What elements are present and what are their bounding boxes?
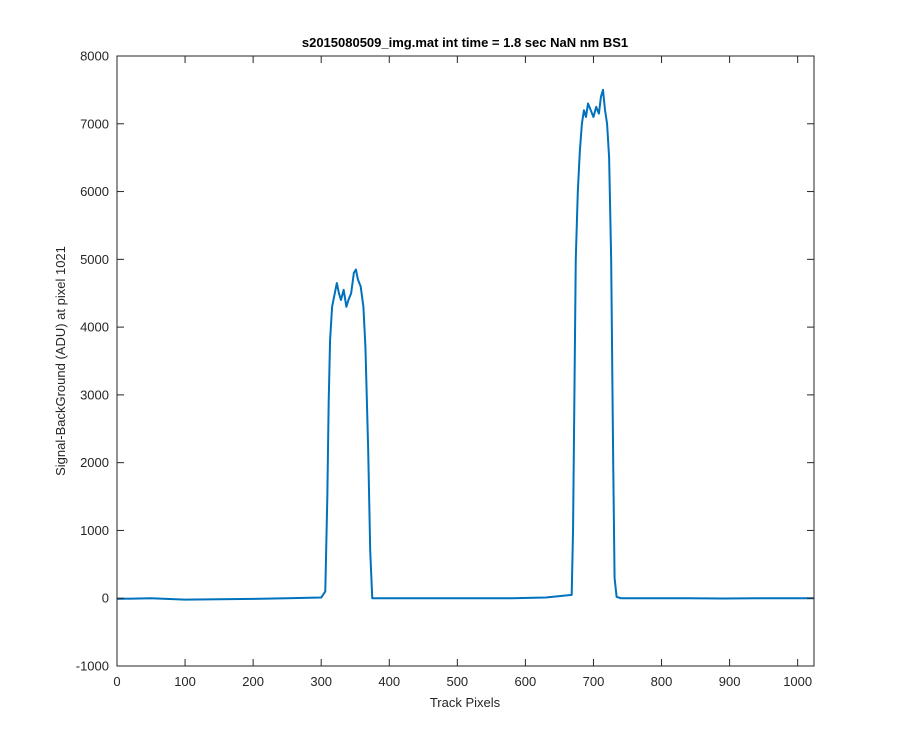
y-tick-label: 0	[102, 591, 109, 606]
y-tick-label: 3000	[80, 387, 109, 402]
plot-content	[117, 88, 814, 601]
chart-title: s2015080509_img.mat int time = 1.8 sec N…	[302, 35, 628, 50]
x-tick-label: 500	[446, 674, 468, 689]
x-axis-label: Track Pixels	[430, 695, 501, 710]
x-tick-label: 800	[651, 674, 673, 689]
y-tick-label: 7000	[80, 116, 109, 131]
y-tick-label: -1000	[76, 659, 109, 674]
axes: 0 100 200 300 400 500 600 700 800 900 1000 -1000 0 10…	[76, 49, 815, 689]
y-tick-label: 8000	[80, 49, 109, 64]
y-tick-label: 1000	[80, 523, 109, 538]
x-tick-label: 100	[174, 674, 196, 689]
x-tick-label: 300	[310, 674, 332, 689]
x-tick-label: 400	[378, 674, 400, 689]
plot-area	[117, 56, 814, 666]
x-tick-label: 600	[515, 674, 537, 689]
axes-box	[116, 55, 815, 667]
x-tick-label: 900	[719, 674, 741, 689]
y-tick-label: 4000	[80, 320, 109, 335]
y-tick-label: 2000	[80, 455, 109, 470]
x-tick-label: 700	[583, 674, 605, 689]
x-tick-label: 1000	[783, 674, 812, 689]
y-tick-label: 5000	[80, 252, 109, 267]
x-tick-label: 200	[242, 674, 264, 689]
y-axis-label: Signal-BackGround (ADU) at pixel 1021	[53, 246, 68, 476]
series-line	[117, 88, 814, 601]
y-tick-label: 6000	[80, 184, 109, 199]
x-tick-label: 0	[113, 674, 120, 689]
